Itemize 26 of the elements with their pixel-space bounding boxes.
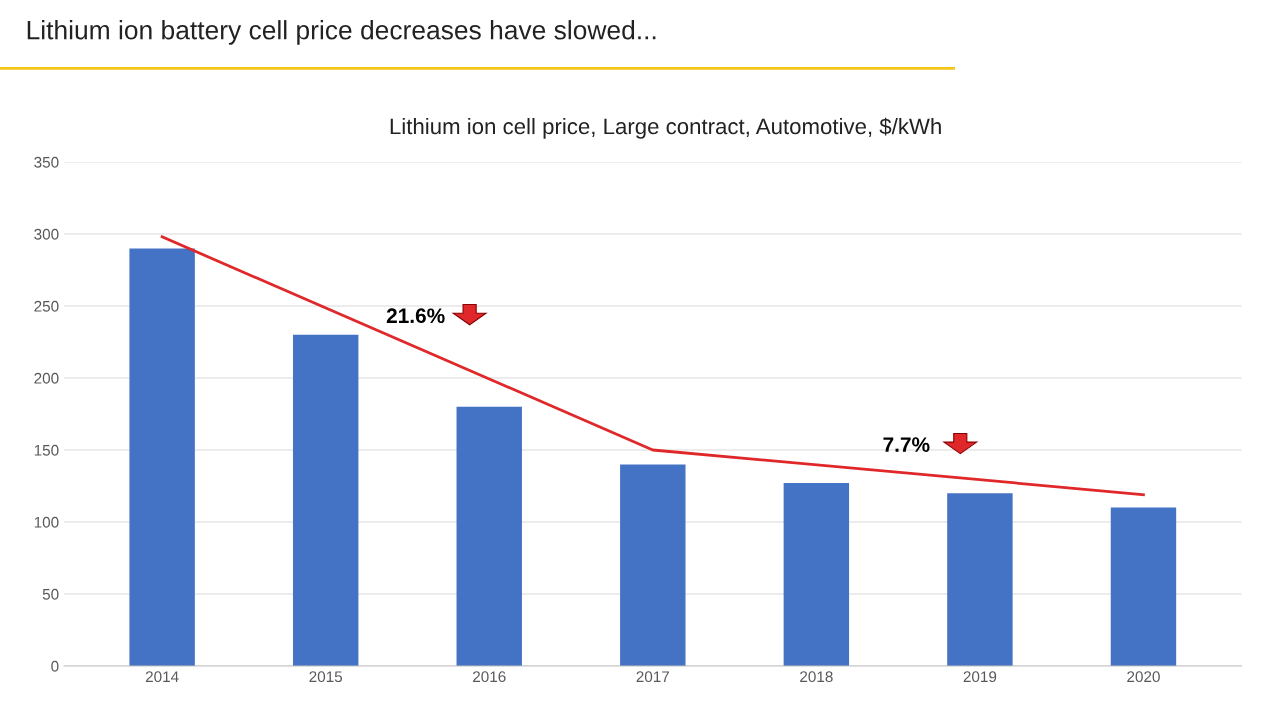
bar xyxy=(1110,507,1177,666)
bar xyxy=(292,334,359,666)
bar xyxy=(129,248,195,666)
x-tick-label: 2016 xyxy=(473,671,506,683)
x-tick-label: 2017 xyxy=(636,671,670,683)
chart-subtitle: Lithium ion cell price, Large contract, Automotive, $/kWh xyxy=(390,117,941,139)
x-tick-label: 2015 xyxy=(309,671,343,683)
y-tick-label: 100 xyxy=(34,516,59,528)
bar xyxy=(783,483,850,666)
bar xyxy=(947,493,1013,666)
x-tick-label: 2019 xyxy=(963,671,997,683)
y-tick-label: 150 xyxy=(34,444,59,456)
x-tick-label: 2014 xyxy=(145,671,179,683)
bar xyxy=(620,464,686,666)
y-tick-label: 0 xyxy=(51,660,59,672)
annotation: 7.7% xyxy=(883,437,930,452)
y-tick-label: 350 xyxy=(34,156,59,168)
chart-title: Lithium ion battery cell price decreases have slowed... xyxy=(27,20,656,45)
bar xyxy=(456,406,522,666)
x-tick-label: 2018 xyxy=(800,671,833,683)
annotation: 21.6% xyxy=(386,308,445,324)
y-tick-label: 50 xyxy=(42,588,59,600)
y-tick-label: 200 xyxy=(34,372,59,384)
y-tick-label: 250 xyxy=(34,300,59,312)
y-tick-label: 300 xyxy=(34,228,59,240)
x-tick-label: 2020 xyxy=(1127,671,1160,683)
